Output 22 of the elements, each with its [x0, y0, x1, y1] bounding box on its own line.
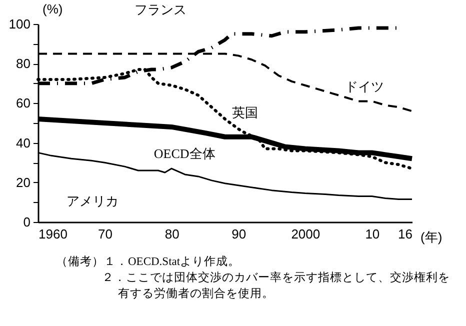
series-label: ドイツ [345, 79, 384, 94]
y-tick-label: 60 [16, 96, 30, 111]
text: フランス [134, 2, 186, 17]
series-label: OECD全体 [154, 146, 216, 161]
x-tick-label: 2000 [291, 226, 320, 242]
text: （備考）１．OECD.Statより作成。 [56, 254, 242, 270]
text: ２．ここでは団体交渉のカバー率を示す指標として、交渉権利を有する労働者の割合を使用。 [102, 270, 451, 302]
x-tick-label: 10 [365, 226, 380, 242]
y-tick-label: 40 [16, 135, 30, 150]
y-tick-label: 100 [8, 16, 30, 32]
x-tick-label: 1960 [38, 226, 68, 242]
y-tick-label: 80 [16, 56, 30, 72]
y-axis-title: (%) [42, 2, 63, 16]
x-tick-label: 90 [232, 226, 246, 242]
x-tick-label: 70 [98, 226, 113, 242]
x-tick-label: 16 [398, 226, 412, 242]
x-tick-label: 80 [164, 226, 180, 242]
x-axis-title: (年) [420, 230, 442, 244]
y-tick-label: 0 [23, 214, 30, 230]
series-label: 英国 [232, 105, 258, 120]
text: アメリカ [66, 194, 118, 209]
y-tick-label: 20 [16, 174, 30, 190]
